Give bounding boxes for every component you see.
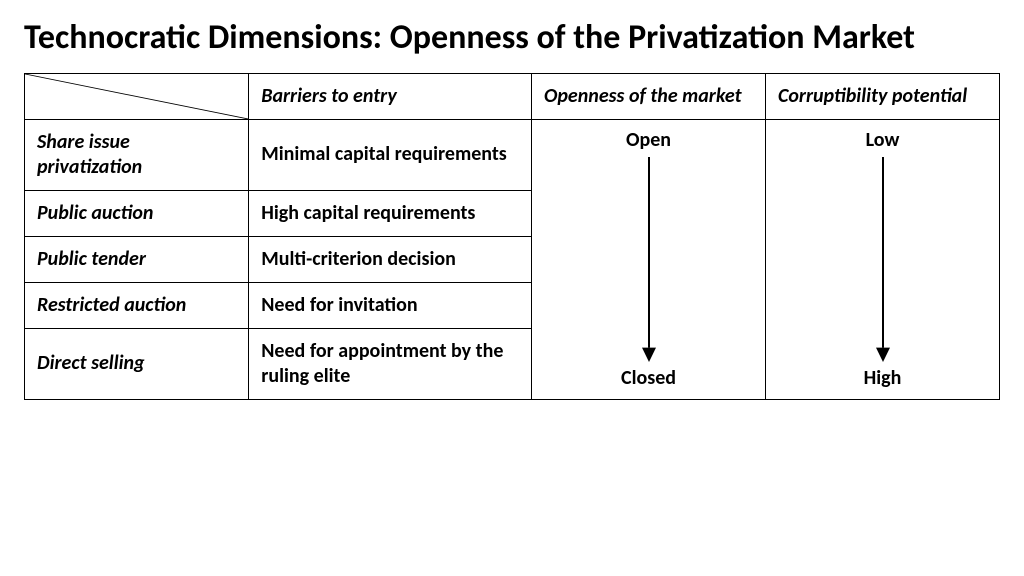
openness-axis-cell: Open Closed [532, 119, 766, 399]
openness-top-label: Open [626, 128, 671, 153]
row-name: Share issue privatization [25, 119, 249, 190]
openness-bottom-label: Closed [621, 366, 676, 391]
row-barrier: Need for appointment by the ruling elite [249, 328, 532, 399]
col-header-openness: Openness of the market [532, 73, 766, 119]
row-name: Public tender [25, 236, 249, 282]
col-header-corruptibility: Corruptibility potential [766, 73, 1000, 119]
row-name: Restricted auction [25, 282, 249, 328]
row-name: Direct selling [25, 328, 249, 399]
page-title: Technocratic Dimensions: Openness of the… [24, 18, 1000, 59]
privatization-table: Barriers to entry Openness of the market… [24, 73, 1000, 400]
arrow-down-icon [869, 157, 897, 362]
row-name: Public auction [25, 190, 249, 236]
corruptibility-bottom-label: High [864, 366, 902, 391]
table-header-row: Barriers to entry Openness of the market… [25, 73, 1000, 119]
col-header-barriers: Barriers to entry [249, 73, 532, 119]
diagonal-header-cell [25, 73, 249, 119]
diagonal-line-icon [25, 74, 248, 119]
arrow-down-icon [635, 157, 663, 362]
row-barrier: Need for invitation [249, 282, 532, 328]
row-barrier: High capital requirements [249, 190, 532, 236]
corruptibility-top-label: Low [866, 128, 900, 153]
row-barrier: Multi-criterion decision [249, 236, 532, 282]
table-row: Share issue privatization Minimal capita… [25, 119, 1000, 190]
row-barrier: Minimal capital requirements [249, 119, 532, 190]
corruptibility-axis-cell: Low High [766, 119, 1000, 399]
